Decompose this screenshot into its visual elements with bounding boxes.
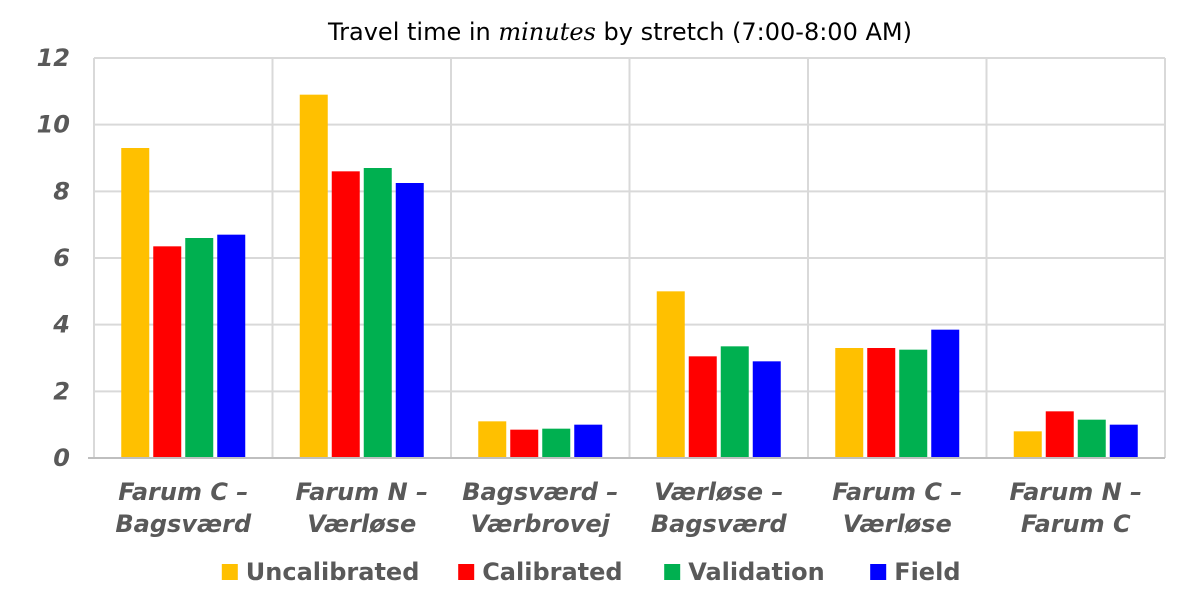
- x-tick-label: Farum C: [1021, 510, 1131, 538]
- y-tick-label: 8: [53, 177, 70, 205]
- y-tick-label: 12: [37, 44, 70, 72]
- x-tick-label: Farum N –: [295, 478, 428, 506]
- bars: [121, 94, 1138, 459]
- bar-validation: [1077, 419, 1106, 458]
- legend-swatch-uncalibrated: [221, 564, 238, 580]
- y-tick-label: 10: [37, 111, 70, 139]
- bar-field: [395, 183, 424, 458]
- chart-title: Travel time in minutes by stretch (7:00-…: [327, 18, 912, 46]
- legend-label-calibrated: Calibrated: [482, 558, 622, 586]
- bar-uncalibrated: [299, 94, 328, 459]
- x-tick-label: Farum C –: [832, 478, 962, 506]
- bar-calibrated: [688, 356, 717, 458]
- chart-title-italic: minutes: [498, 18, 596, 46]
- gridlines: [93, 57, 1166, 458]
- bar-calibrated: [1045, 411, 1074, 458]
- bar-uncalibrated: [1013, 431, 1042, 458]
- bar-validation: [185, 238, 214, 458]
- bar-calibrated: [867, 348, 896, 458]
- bar-calibrated: [331, 171, 360, 459]
- bar-field: [574, 424, 603, 458]
- x-tick-label: Bagsværd: [115, 510, 252, 538]
- bar-uncalibrated: [478, 421, 507, 458]
- bar-validation: [899, 349, 928, 458]
- y-tick-labels: 0 2 4 6 8 10 12: [37, 44, 70, 472]
- bar-validation: [720, 346, 749, 458]
- legend-label-validation: Validation: [688, 558, 825, 586]
- legend-label-uncalibrated: Uncalibrated: [246, 558, 420, 586]
- legend: Uncalibrated Calibrated Validation Field: [221, 558, 961, 586]
- bar-field: [931, 329, 960, 458]
- chart-title-prefix: Travel time in: [327, 18, 498, 46]
- legend-label-field: Field: [894, 558, 960, 586]
- x-tick-label: Farum N –: [1009, 478, 1142, 506]
- x-tick-label: Værløse –: [654, 478, 783, 506]
- bar-field: [752, 361, 781, 458]
- bar-validation: [363, 168, 392, 458]
- x-tick-label: Bagsværd –: [462, 478, 618, 506]
- x-tick-label: Værløse: [843, 510, 952, 538]
- y-tick-label: 2: [53, 377, 70, 405]
- bar-uncalibrated: [835, 348, 864, 458]
- bar-uncalibrated: [656, 291, 685, 458]
- legend-swatch-validation: [664, 564, 681, 580]
- y-tick-label: 4: [52, 311, 70, 339]
- bar-field: [217, 234, 246, 458]
- x-tick-label: Værløse: [307, 510, 416, 538]
- legend-swatch-field: [870, 564, 887, 580]
- legend-swatch-calibrated: [458, 564, 475, 580]
- x-tick-label: Bagsværd: [651, 510, 788, 538]
- y-tick-label: 0: [53, 444, 70, 472]
- bar-field: [1109, 424, 1138, 458]
- y-tick-label: 6: [53, 244, 70, 272]
- chart-title-suffix: by stretch (7:00-8:00 AM): [596, 18, 912, 46]
- x-tick-label: Farum C –: [118, 478, 248, 506]
- bar-validation: [542, 428, 571, 458]
- bar-calibrated: [510, 429, 539, 458]
- x-tick-label: Værbrovej: [471, 510, 611, 538]
- bar-calibrated: [153, 246, 182, 458]
- bar-uncalibrated: [121, 148, 150, 458]
- x-tick-labels: Farum C – Bagsværd Farum N – Værløse Bagsvær…: [115, 478, 1142, 538]
